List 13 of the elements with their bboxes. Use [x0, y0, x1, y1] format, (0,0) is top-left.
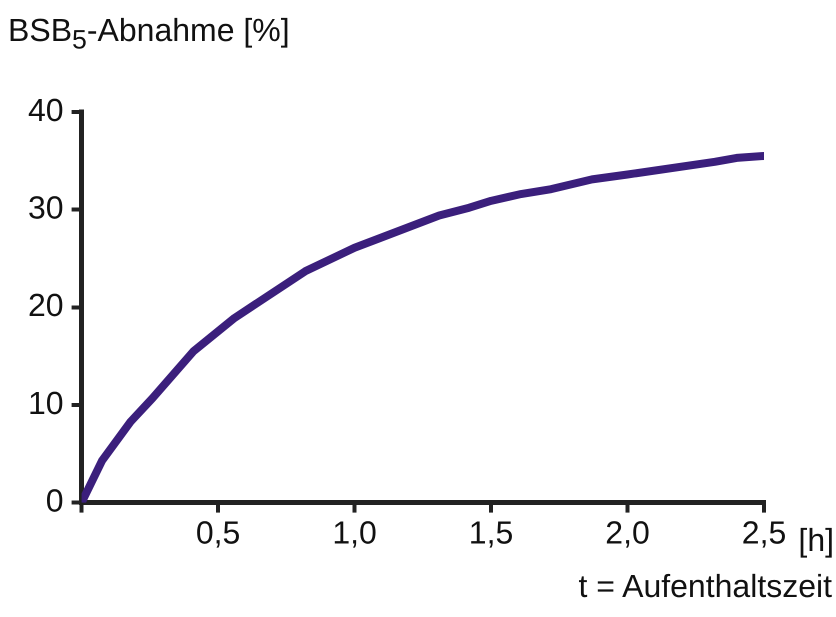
x-tick-label: 2,5: [742, 514, 786, 551]
y-tick-label: 30: [28, 189, 64, 226]
x-tick-label: 0,5: [196, 514, 240, 551]
x-tick-label: 2,0: [605, 514, 650, 551]
x-tick-label: 1,5: [468, 514, 514, 551]
y-tick-label: 0: [46, 482, 64, 518]
text: [h]: [798, 522, 834, 559]
x-tick-label: 1,0: [332, 514, 377, 551]
x-axis-title: t = Aufenthaltszeit: [578, 568, 832, 605]
y-tick-label: 40: [28, 92, 64, 128]
y-tick-label: 10: [28, 384, 64, 421]
y-tick-label: 20: [28, 287, 64, 324]
y-axis-title: BSB$_{5}$-Abnahme [%]: [8, 12, 290, 56]
